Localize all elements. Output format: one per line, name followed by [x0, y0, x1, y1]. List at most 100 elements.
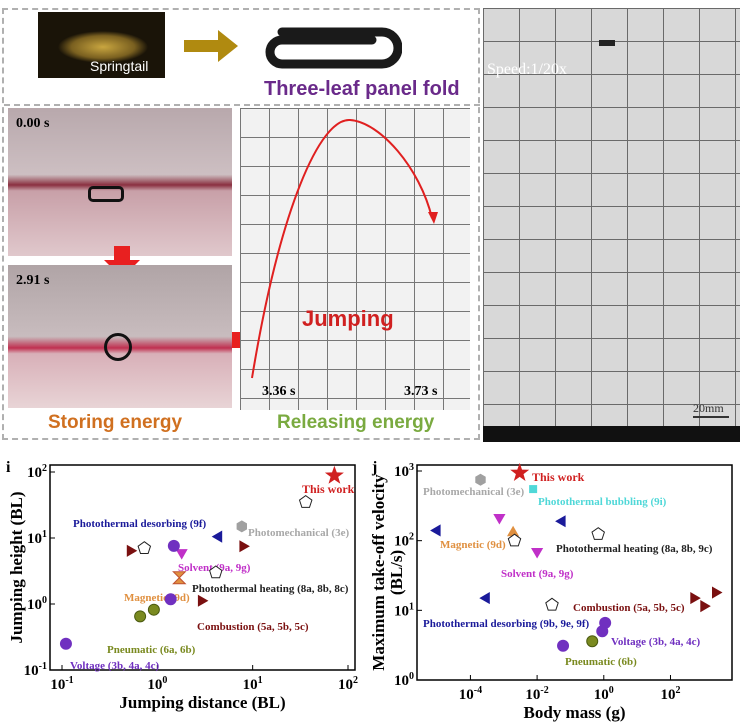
series-label: Combustion (5a, 5b, 5c) — [573, 602, 685, 614]
marker-tri-right — [239, 540, 250, 553]
series-label: Solvent (9a, 9g) — [501, 568, 574, 580]
x-axis-label: Body mass (g) — [523, 703, 625, 722]
x-axis-label: Jumping distance (BL) — [119, 693, 285, 712]
speed-video-frame: Speed:1/20x 20mm — [483, 8, 740, 442]
marker-tri-right — [700, 600, 711, 613]
marker-tri-right — [126, 544, 138, 557]
marker-circle — [167, 539, 180, 552]
time-label-1: 0.00 s — [16, 116, 50, 131]
marker-pentagon — [209, 565, 223, 579]
panel-label: j — [371, 459, 377, 476]
x-tick-label: 10-1 — [50, 675, 73, 693]
y-axis-label: (BL/s) — [387, 550, 406, 595]
plot-frame — [416, 464, 733, 681]
robot-top-marker — [599, 40, 615, 46]
series-label: Voltage (3b, 4a, 4c) — [70, 660, 159, 672]
marker-tri-left — [479, 592, 490, 605]
series-label: Magnetic (9d) — [440, 539, 506, 551]
marker-tri-down — [175, 549, 188, 560]
y-tick-label: 101 — [27, 529, 47, 547]
marker-tri-left — [555, 515, 566, 528]
gold-arrow-icon — [184, 30, 238, 62]
marker-circle — [557, 639, 570, 652]
series-label: This work — [302, 482, 355, 496]
y-tick-label: 103 — [394, 462, 414, 480]
folded-robot — [88, 186, 124, 202]
series-label: Photothermal heating (8a, 8b, 8c) — [192, 583, 349, 595]
jumping-label: Jumping — [302, 306, 394, 331]
trajectory-arrow — [251, 118, 438, 379]
x-tick-label: 102 — [660, 685, 680, 703]
series-label: Photomechanical (3e) — [423, 486, 524, 498]
marker-pentagon — [137, 541, 152, 554]
time-end-label: 3.73 s — [404, 384, 438, 399]
marker-tri-left — [211, 530, 223, 543]
y-tick-label: 102 — [394, 532, 414, 550]
y-axis-label: Jumping height (BL) — [7, 491, 26, 643]
marker-pentagon — [507, 533, 522, 547]
marker-hourglass — [172, 571, 187, 585]
plot-frame — [49, 464, 356, 671]
marker-sphere — [147, 603, 160, 616]
time-start-label: 3.36 s — [262, 384, 296, 399]
photo-storing-loaded: 2.91 s — [8, 265, 232, 408]
x-tick-label: 101 — [243, 675, 263, 693]
marker-tri-left — [430, 524, 441, 537]
series-label: Photomechanical (3e) — [248, 527, 349, 539]
series-label: Combustion (5a, 5b, 5c) — [197, 621, 309, 633]
x-tick-label: 100 — [147, 675, 167, 693]
marker-pentagon — [298, 494, 313, 508]
marker-pentagon — [591, 527, 605, 540]
chart-jumping-height-vs-distance: i 10-1 100 101 102 10-1 100 101 102 Jumping dista… — [6, 459, 358, 712]
down-arrow-icon — [104, 246, 140, 278]
y-axis-label: Maximum take-off velocity — [369, 474, 388, 671]
marker-tri-right — [712, 586, 723, 599]
x-tick-label: 102 — [338, 675, 358, 693]
marker-tri-up — [507, 525, 520, 537]
x-tick-label: 100 — [594, 685, 614, 703]
time-label-2: 2.91 s — [16, 273, 50, 288]
x-tick-label: 10-2 — [525, 685, 548, 703]
marker-tri-right — [690, 592, 701, 605]
speed-label: Speed:1/20x — [487, 61, 567, 78]
springtail-photo: Springtail — [38, 12, 165, 78]
panel-label: i — [6, 459, 11, 476]
series-label: Photothermal heating (8a, 8b, 9c) — [556, 543, 713, 555]
marker-star — [324, 465, 344, 484]
series-label: Photothermal bubbling (9i) — [538, 496, 667, 508]
marker-hexagon — [475, 473, 486, 486]
marker-pentagon — [545, 597, 559, 611]
y-tick-label: 10-1 — [24, 661, 47, 679]
y-tick-label: 101 — [394, 601, 414, 619]
marker-sphere — [134, 610, 147, 623]
marker-tri-down — [531, 548, 544, 559]
scale-bar — [693, 416, 729, 418]
marker-star — [510, 462, 530, 481]
x-tick-label: 10-4 — [459, 685, 482, 703]
marker-tri-right — [197, 594, 209, 607]
schematic-panel-border — [2, 8, 480, 440]
marker-square — [529, 485, 538, 494]
series-label: Photothermal desorbing (9b, 9e, 9f) — [423, 618, 590, 630]
marker-hexagon — [236, 520, 247, 533]
scale-label: 20mm — [693, 401, 724, 415]
panel-divider — [4, 104, 480, 106]
series-label: Pneumatic (6b) — [565, 656, 637, 668]
marker-sphere — [586, 635, 599, 648]
photo-storing-start: 0.00 s — [8, 108, 232, 256]
y-tick-label: 102 — [27, 463, 47, 481]
releasing-energy-label: Releasing energy — [277, 412, 435, 433]
three-leaf-fold-shape — [265, 27, 402, 69]
springtail-label: Springtail — [90, 58, 149, 74]
y-tick-label: 100 — [394, 671, 414, 689]
storing-energy-label: Storing energy — [48, 412, 183, 433]
fold-label: Three-leaf panel fold — [264, 78, 460, 100]
marker-circle — [164, 593, 177, 606]
series-label: Pneumatic (6a, 6b) — [107, 644, 196, 656]
marker-circle — [59, 637, 72, 650]
series-label: This work — [532, 470, 585, 484]
series-label: Photothermal desorbing (9f) — [73, 518, 207, 530]
video-dark-bottom — [483, 426, 740, 442]
y-tick-label: 100 — [27, 595, 47, 613]
